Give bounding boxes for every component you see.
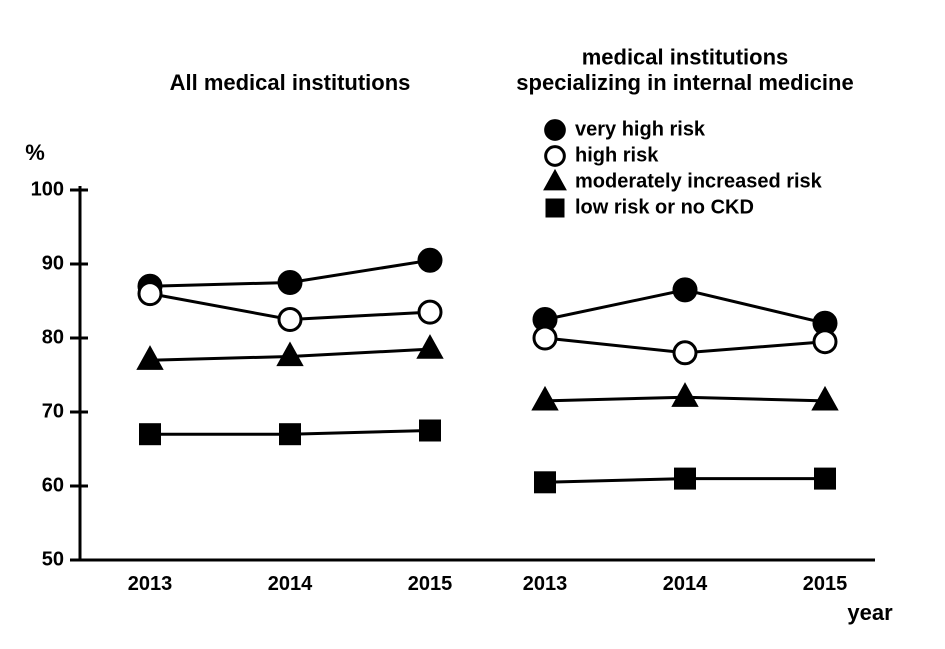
y-tick-label: 80 [42,326,64,348]
series-moderate_risk [533,384,837,409]
legend-label: moderately increased risk [575,170,823,192]
x-tick-label: 2013 [128,573,173,595]
panel-title: All medical institutions [170,70,411,95]
series-low_risk [140,421,440,445]
y-tick-label: 90 [42,252,64,274]
series-very_high_risk [534,279,836,334]
panel-all: All medical institutions 2013 2014 2015 [128,70,453,595]
x-tick-label: 2015 [803,573,848,595]
legend-item: moderately increased risk [545,170,823,192]
y-tick-label: 100 [31,178,64,200]
series-very_high_risk [139,249,441,297]
x-tick-label: 2013 [523,573,568,595]
y-tick-label: 60 [42,474,64,496]
legend: very high risk high risk moderately increa… [545,118,823,218]
legend-item: high risk [546,144,660,166]
x-tick-label: 2014 [268,573,313,595]
legend-label: very high risk [575,118,706,140]
legend-item: very high risk [546,118,706,140]
x-tick-label: 2014 [663,573,708,595]
legend-label: high risk [575,144,659,166]
x-axis-label: year [847,600,893,625]
y-tick-label: 70 [42,400,64,422]
dual-panel-line-chart: 50 60 70 80 90 100% All medical institutions 20… [0,0,945,649]
legend-item: low risk or no CKD [547,196,754,218]
y-tick-label: 50 [42,548,64,570]
legend-label: low risk or no CKD [575,196,754,218]
series-moderate_risk [138,336,442,369]
panel-title: specializing in internal medicine [516,70,853,95]
series-high_risk [534,327,836,364]
y-axis-label: % [25,140,45,165]
series-low_risk [535,469,835,493]
x-tick-label: 2015 [408,573,453,595]
panel-title: medical institutions [582,45,789,70]
